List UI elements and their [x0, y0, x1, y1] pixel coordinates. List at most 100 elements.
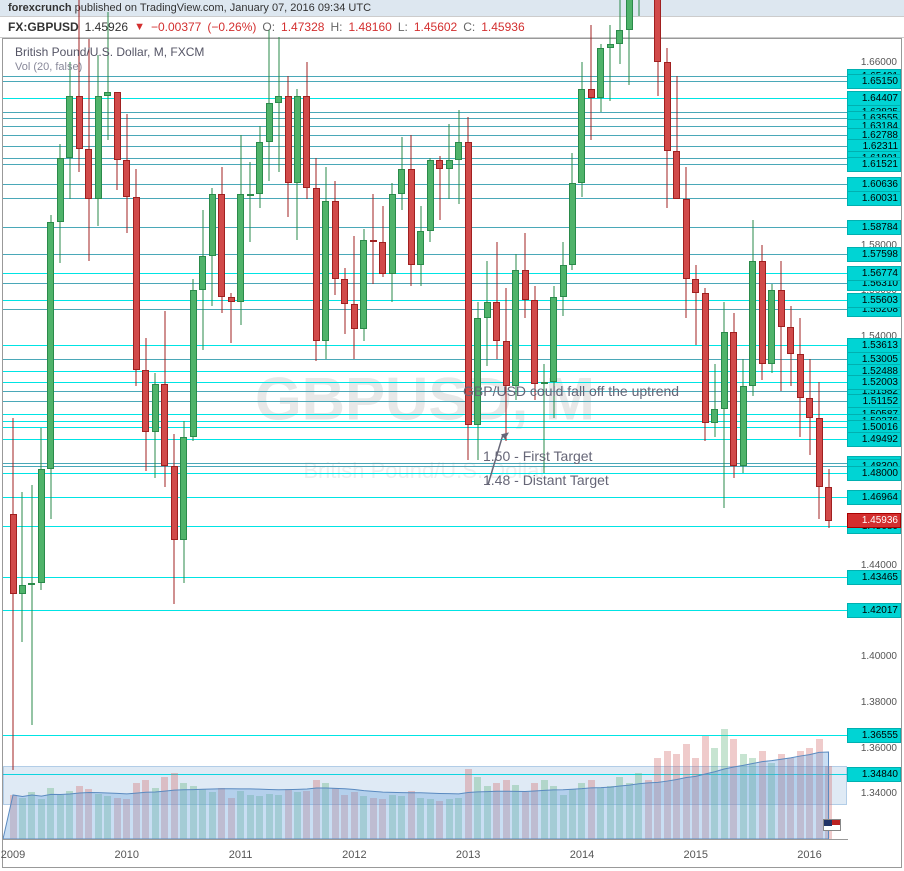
candle[interactable]	[133, 169, 140, 386]
candle[interactable]	[616, 0, 623, 64]
candle[interactable]	[446, 124, 453, 199]
horizontal-level-line[interactable]	[3, 98, 847, 99]
chart-plot-area[interactable]: GBPUSD, M British Pound/U.S. Dollar Brit…	[3, 39, 848, 839]
candle[interactable]	[730, 313, 737, 478]
candle[interactable]	[522, 233, 529, 318]
y-axis[interactable]: 1.660001.640001.620001.600001.580001.560…	[847, 39, 901, 839]
candle[interactable]	[408, 135, 415, 286]
horizontal-level-line[interactable]	[3, 254, 847, 255]
candle[interactable]	[218, 167, 225, 313]
candle[interactable]	[161, 311, 168, 487]
candle[interactable]	[626, 0, 633, 85]
candle[interactable]	[635, 0, 642, 16]
candle[interactable]	[692, 265, 699, 345]
candle[interactable]	[294, 89, 301, 240]
candle[interactable]	[152, 373, 159, 478]
candle[interactable]	[465, 117, 472, 460]
candle[interactable]	[303, 62, 310, 199]
candle[interactable]	[114, 92, 121, 190]
candle[interactable]	[389, 183, 396, 302]
candle[interactable]	[351, 236, 358, 359]
candle[interactable]	[512, 254, 519, 400]
candle[interactable]	[275, 37, 282, 172]
candle[interactable]	[28, 485, 35, 725]
candle[interactable]	[85, 39, 92, 261]
candle[interactable]	[816, 382, 823, 519]
candle[interactable]	[569, 153, 576, 270]
candle[interactable]	[190, 279, 197, 441]
candle[interactable]	[171, 434, 178, 603]
candle[interactable]	[417, 206, 424, 286]
candle[interactable]	[455, 110, 462, 204]
candle[interactable]	[370, 194, 377, 283]
candle[interactable]	[10, 418, 17, 770]
candle[interactable]	[285, 76, 292, 218]
candle[interactable]	[778, 261, 785, 391]
candle[interactable]	[66, 62, 73, 199]
candle[interactable]	[199, 210, 206, 349]
candle[interactable]	[322, 167, 329, 359]
candle[interactable]	[721, 302, 728, 508]
candle[interactable]	[104, 12, 111, 140]
symbol-name[interactable]: FX:GBPUSD	[8, 20, 79, 34]
candle[interactable]	[683, 167, 690, 318]
candle[interactable]	[237, 135, 244, 325]
candle[interactable]	[228, 293, 235, 343]
candle[interactable]	[702, 288, 709, 441]
candle[interactable]	[313, 158, 320, 361]
horizontal-level-line[interactable]	[3, 76, 847, 77]
candle[interactable]	[759, 245, 766, 380]
candle[interactable]	[787, 306, 794, 386]
candle[interactable]	[484, 261, 491, 366]
candle[interactable]	[825, 469, 832, 528]
candle[interactable]	[740, 359, 747, 473]
candle[interactable]	[76, 0, 83, 172]
horizontal-level-line[interactable]	[3, 112, 847, 113]
candle[interactable]	[95, 55, 102, 226]
chart-annotation[interactable]: 1.50 - First Target	[483, 448, 592, 464]
candle[interactable]	[209, 188, 216, 307]
candle[interactable]	[398, 137, 405, 210]
horizontal-level-line[interactable]	[3, 526, 847, 527]
horizontal-level-line[interactable]	[3, 577, 847, 578]
candle[interactable]	[711, 364, 718, 437]
candle[interactable]	[123, 114, 130, 233]
candle[interactable]	[19, 492, 26, 643]
candle[interactable]	[247, 162, 254, 242]
horizontal-level-line[interactable]	[3, 81, 847, 82]
candle[interactable]	[180, 421, 187, 583]
candle[interactable]	[654, 0, 661, 96]
candle[interactable]	[332, 181, 339, 295]
candle[interactable]	[768, 284, 775, 373]
candle[interactable]	[142, 338, 149, 471]
candle[interactable]	[503, 288, 510, 441]
candle[interactable]	[588, 25, 595, 139]
candle[interactable]	[797, 318, 804, 437]
candle[interactable]	[427, 158, 434, 243]
horizontal-level-line[interactable]	[3, 273, 847, 274]
candle[interactable]	[360, 229, 367, 341]
candle[interactable]	[256, 126, 263, 208]
candle[interactable]	[474, 302, 481, 460]
candle[interactable]	[673, 76, 680, 190]
horizontal-level-line[interactable]	[3, 283, 847, 284]
x-axis[interactable]: 20092010201120122013201420152016	[3, 839, 848, 867]
candle[interactable]	[749, 220, 756, 396]
candle[interactable]	[436, 156, 443, 220]
candle[interactable]	[341, 268, 348, 334]
candle[interactable]	[597, 44, 604, 113]
chart-annotation[interactable]: GBP/USD could fall off the uptrend	[463, 383, 679, 399]
flag-icon[interactable]	[823, 819, 841, 831]
horizontal-level-line[interactable]	[3, 610, 847, 611]
candle[interactable]	[560, 242, 567, 315]
horizontal-level-line[interactable]	[3, 300, 847, 301]
candle[interactable]	[38, 428, 45, 590]
candle[interactable]	[379, 206, 386, 277]
chart-annotation[interactable]: 1.48 - Distant Target	[483, 472, 609, 488]
candle[interactable]	[493, 242, 500, 359]
candle[interactable]	[607, 25, 614, 100]
candle[interactable]	[57, 144, 64, 263]
candle[interactable]	[578, 62, 585, 197]
candle[interactable]	[664, 48, 671, 208]
candle[interactable]	[266, 30, 273, 181]
